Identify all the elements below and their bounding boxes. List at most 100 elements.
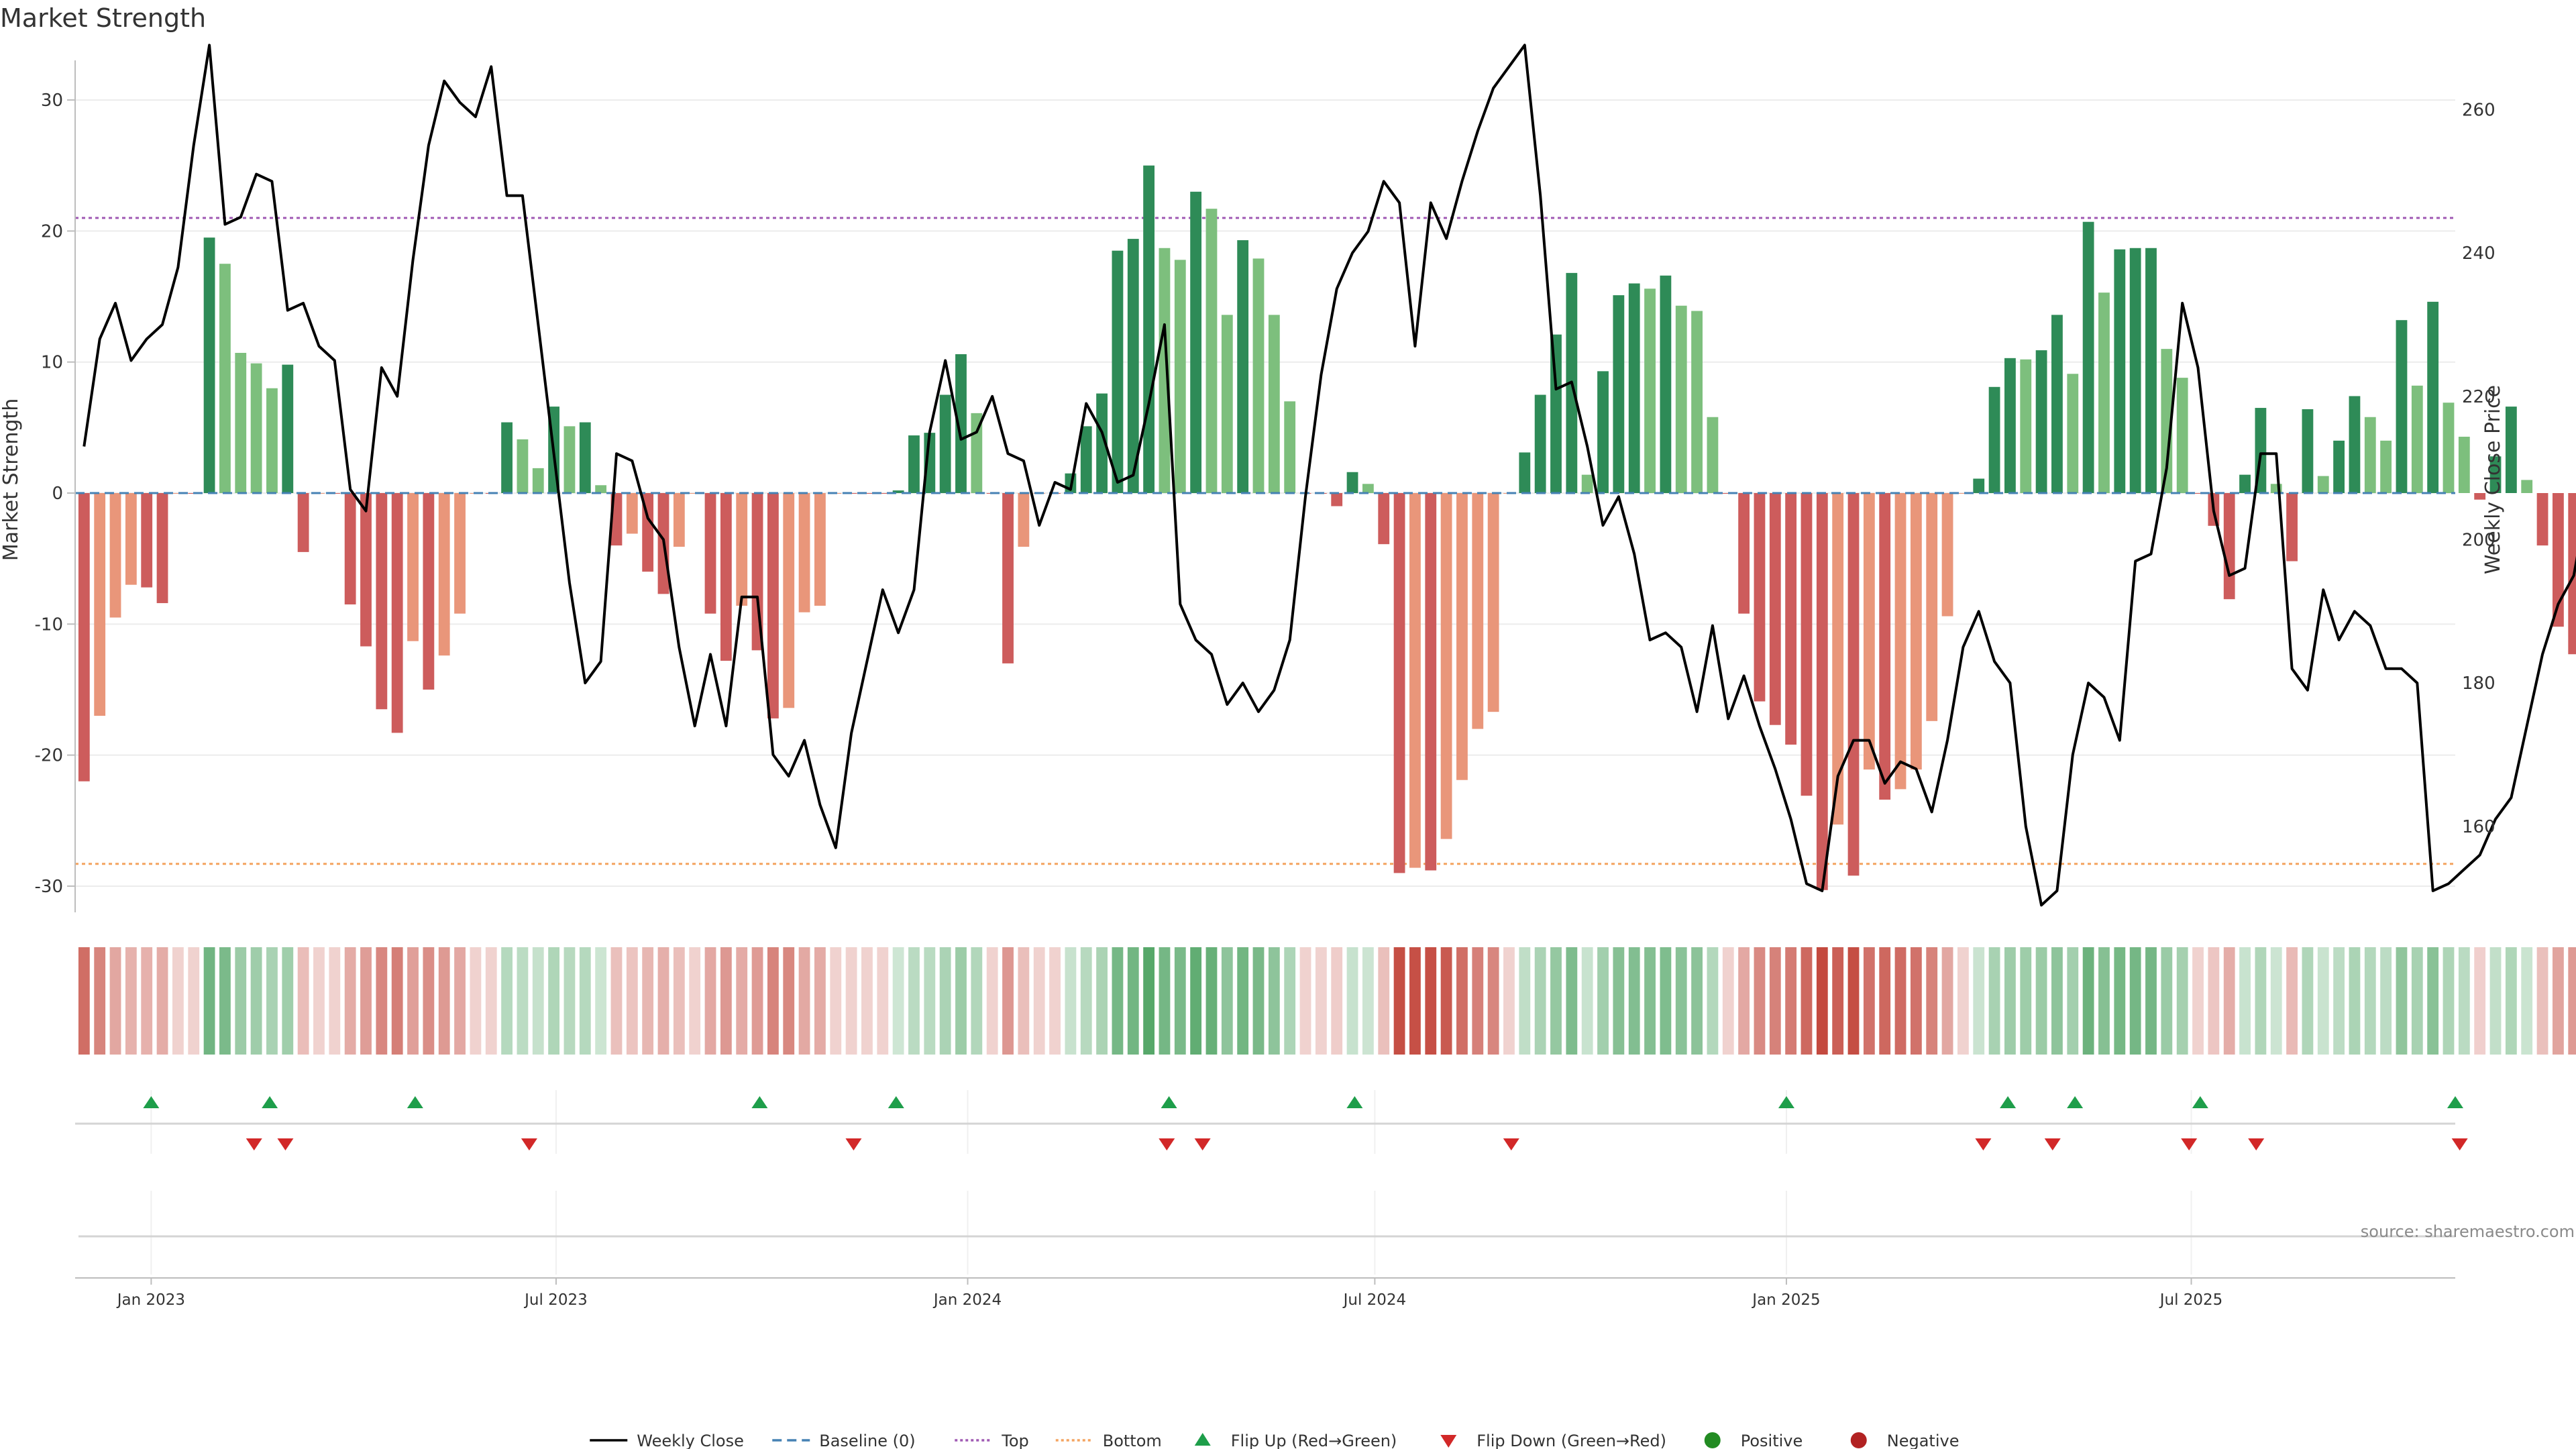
heat-cell bbox=[2489, 947, 2502, 1055]
heat-cell bbox=[1660, 947, 1672, 1055]
strength-bar bbox=[1393, 493, 1405, 873]
strength-bar bbox=[1707, 417, 1719, 493]
strength-bar bbox=[2474, 493, 2486, 500]
strength-bar bbox=[2161, 349, 2173, 493]
heat-cell bbox=[1190, 947, 1202, 1055]
heat-cell bbox=[485, 947, 497, 1055]
heat-cell bbox=[2552, 947, 2564, 1055]
strength-bar bbox=[2067, 374, 2079, 493]
flip-down-marker bbox=[845, 1138, 862, 1150]
x-tick-label: Jan 2024 bbox=[932, 1291, 1002, 1309]
strength-bar bbox=[1252, 258, 1265, 493]
legend-item: Flip Up (Red→Green) bbox=[1194, 1432, 1397, 1449]
heat-cell bbox=[1049, 947, 1061, 1055]
heat-cell bbox=[1268, 947, 1280, 1055]
strength-bar bbox=[391, 493, 403, 733]
heat-cell bbox=[2161, 947, 2173, 1055]
flip-up-marker bbox=[751, 1096, 768, 1108]
heat-cell bbox=[2317, 947, 2329, 1055]
heat-cell bbox=[1018, 947, 1030, 1055]
strength-bar bbox=[1973, 478, 1985, 493]
legend: Weekly Close Baseline (0) Top Bottom Flip Up… bbox=[590, 1432, 1959, 1449]
legend-dot-icon bbox=[1850, 1432, 1867, 1448]
strength-bar bbox=[2223, 493, 2235, 600]
heat-cell bbox=[2270, 947, 2282, 1055]
heat-cell bbox=[908, 947, 920, 1055]
left-tick-label: 10 bbox=[41, 353, 63, 373]
heat-cell bbox=[564, 947, 576, 1055]
strength-bar bbox=[360, 493, 372, 647]
strength-bar bbox=[1660, 275, 1672, 493]
strength-bar bbox=[1926, 493, 1938, 721]
flip-down-marker bbox=[1159, 1138, 1175, 1150]
strength-bar bbox=[344, 493, 356, 605]
heat-cell bbox=[1315, 947, 1327, 1055]
strength-bars bbox=[75, 165, 2576, 890]
strength-bar bbox=[1237, 240, 1249, 493]
flip-down-marker bbox=[277, 1138, 294, 1150]
legend-dot-icon bbox=[1704, 1432, 1721, 1448]
heat-cell bbox=[297, 947, 309, 1055]
strength-bar bbox=[2302, 409, 2314, 493]
heat-cell bbox=[971, 947, 983, 1055]
flip-up-marker bbox=[2447, 1096, 2463, 1108]
strength-bar bbox=[1268, 315, 1280, 493]
strength-bar bbox=[1910, 493, 1922, 770]
heat-cell bbox=[1159, 947, 1171, 1055]
heat-cell bbox=[689, 947, 701, 1055]
heat-cell bbox=[2255, 947, 2267, 1055]
strength-bar bbox=[454, 493, 466, 614]
heat-cell bbox=[579, 947, 591, 1055]
x-tick-label: Jan 2025 bbox=[1751, 1291, 1820, 1309]
strength-bar bbox=[2568, 493, 2576, 655]
heat-cell bbox=[736, 947, 748, 1055]
heat-cell bbox=[924, 947, 936, 1055]
strength-bar bbox=[2427, 301, 2439, 493]
strength-bar bbox=[1362, 484, 1374, 493]
heat-cell bbox=[407, 947, 419, 1055]
strength-bar bbox=[1456, 493, 1468, 780]
strength-bar bbox=[1331, 493, 1343, 506]
strength-bar bbox=[1894, 493, 1907, 790]
strength-bar bbox=[2098, 292, 2110, 493]
legend-item: Negative bbox=[1850, 1432, 1959, 1449]
heat-cell bbox=[610, 947, 623, 1055]
strength-bar bbox=[2035, 350, 2047, 493]
heat-cell bbox=[845, 947, 857, 1055]
x-tick-label: Jan 2023 bbox=[116, 1291, 185, 1309]
strength-bar bbox=[235, 353, 247, 493]
strength-bar bbox=[203, 237, 215, 493]
strength-bar bbox=[156, 493, 168, 604]
strength-bar bbox=[1096, 393, 1108, 493]
flip-up-marker bbox=[1346, 1096, 1363, 1108]
heat-cell bbox=[798, 947, 810, 1055]
strength-bar bbox=[1112, 250, 1124, 493]
heat-cell bbox=[1002, 947, 1014, 1055]
legend-item: Bottom bbox=[1055, 1432, 1162, 1449]
right-tick-label: 260 bbox=[2462, 100, 2496, 120]
right-tick-label: 200 bbox=[2462, 530, 2496, 550]
strength-bar bbox=[297, 493, 309, 552]
right-tick-label: 160 bbox=[2462, 817, 2496, 837]
strength-bar bbox=[1002, 493, 1014, 663]
heat-cell bbox=[1299, 947, 1311, 1055]
heat-cell bbox=[1738, 947, 1750, 1055]
right-y-axis: 260 240 220 200 180 160 bbox=[2462, 100, 2496, 837]
strength-bar bbox=[2129, 248, 2141, 493]
strength-bar bbox=[78, 493, 90, 782]
strength-bar bbox=[1675, 305, 1687, 493]
strength-bar bbox=[172, 493, 184, 494]
heat-cell bbox=[2427, 947, 2439, 1055]
heat-cell bbox=[595, 947, 607, 1055]
flip-up-marker bbox=[407, 1096, 423, 1108]
strength-bar bbox=[125, 493, 137, 585]
heat-cell bbox=[266, 947, 278, 1055]
heat-cell bbox=[1033, 947, 1045, 1055]
strength-bar bbox=[1425, 493, 1437, 871]
heat-cell bbox=[1503, 947, 1515, 1055]
strength-bar bbox=[2552, 493, 2564, 627]
heat-cell bbox=[219, 947, 231, 1055]
strength-bar bbox=[1378, 493, 1390, 545]
strength-bar bbox=[704, 493, 716, 614]
